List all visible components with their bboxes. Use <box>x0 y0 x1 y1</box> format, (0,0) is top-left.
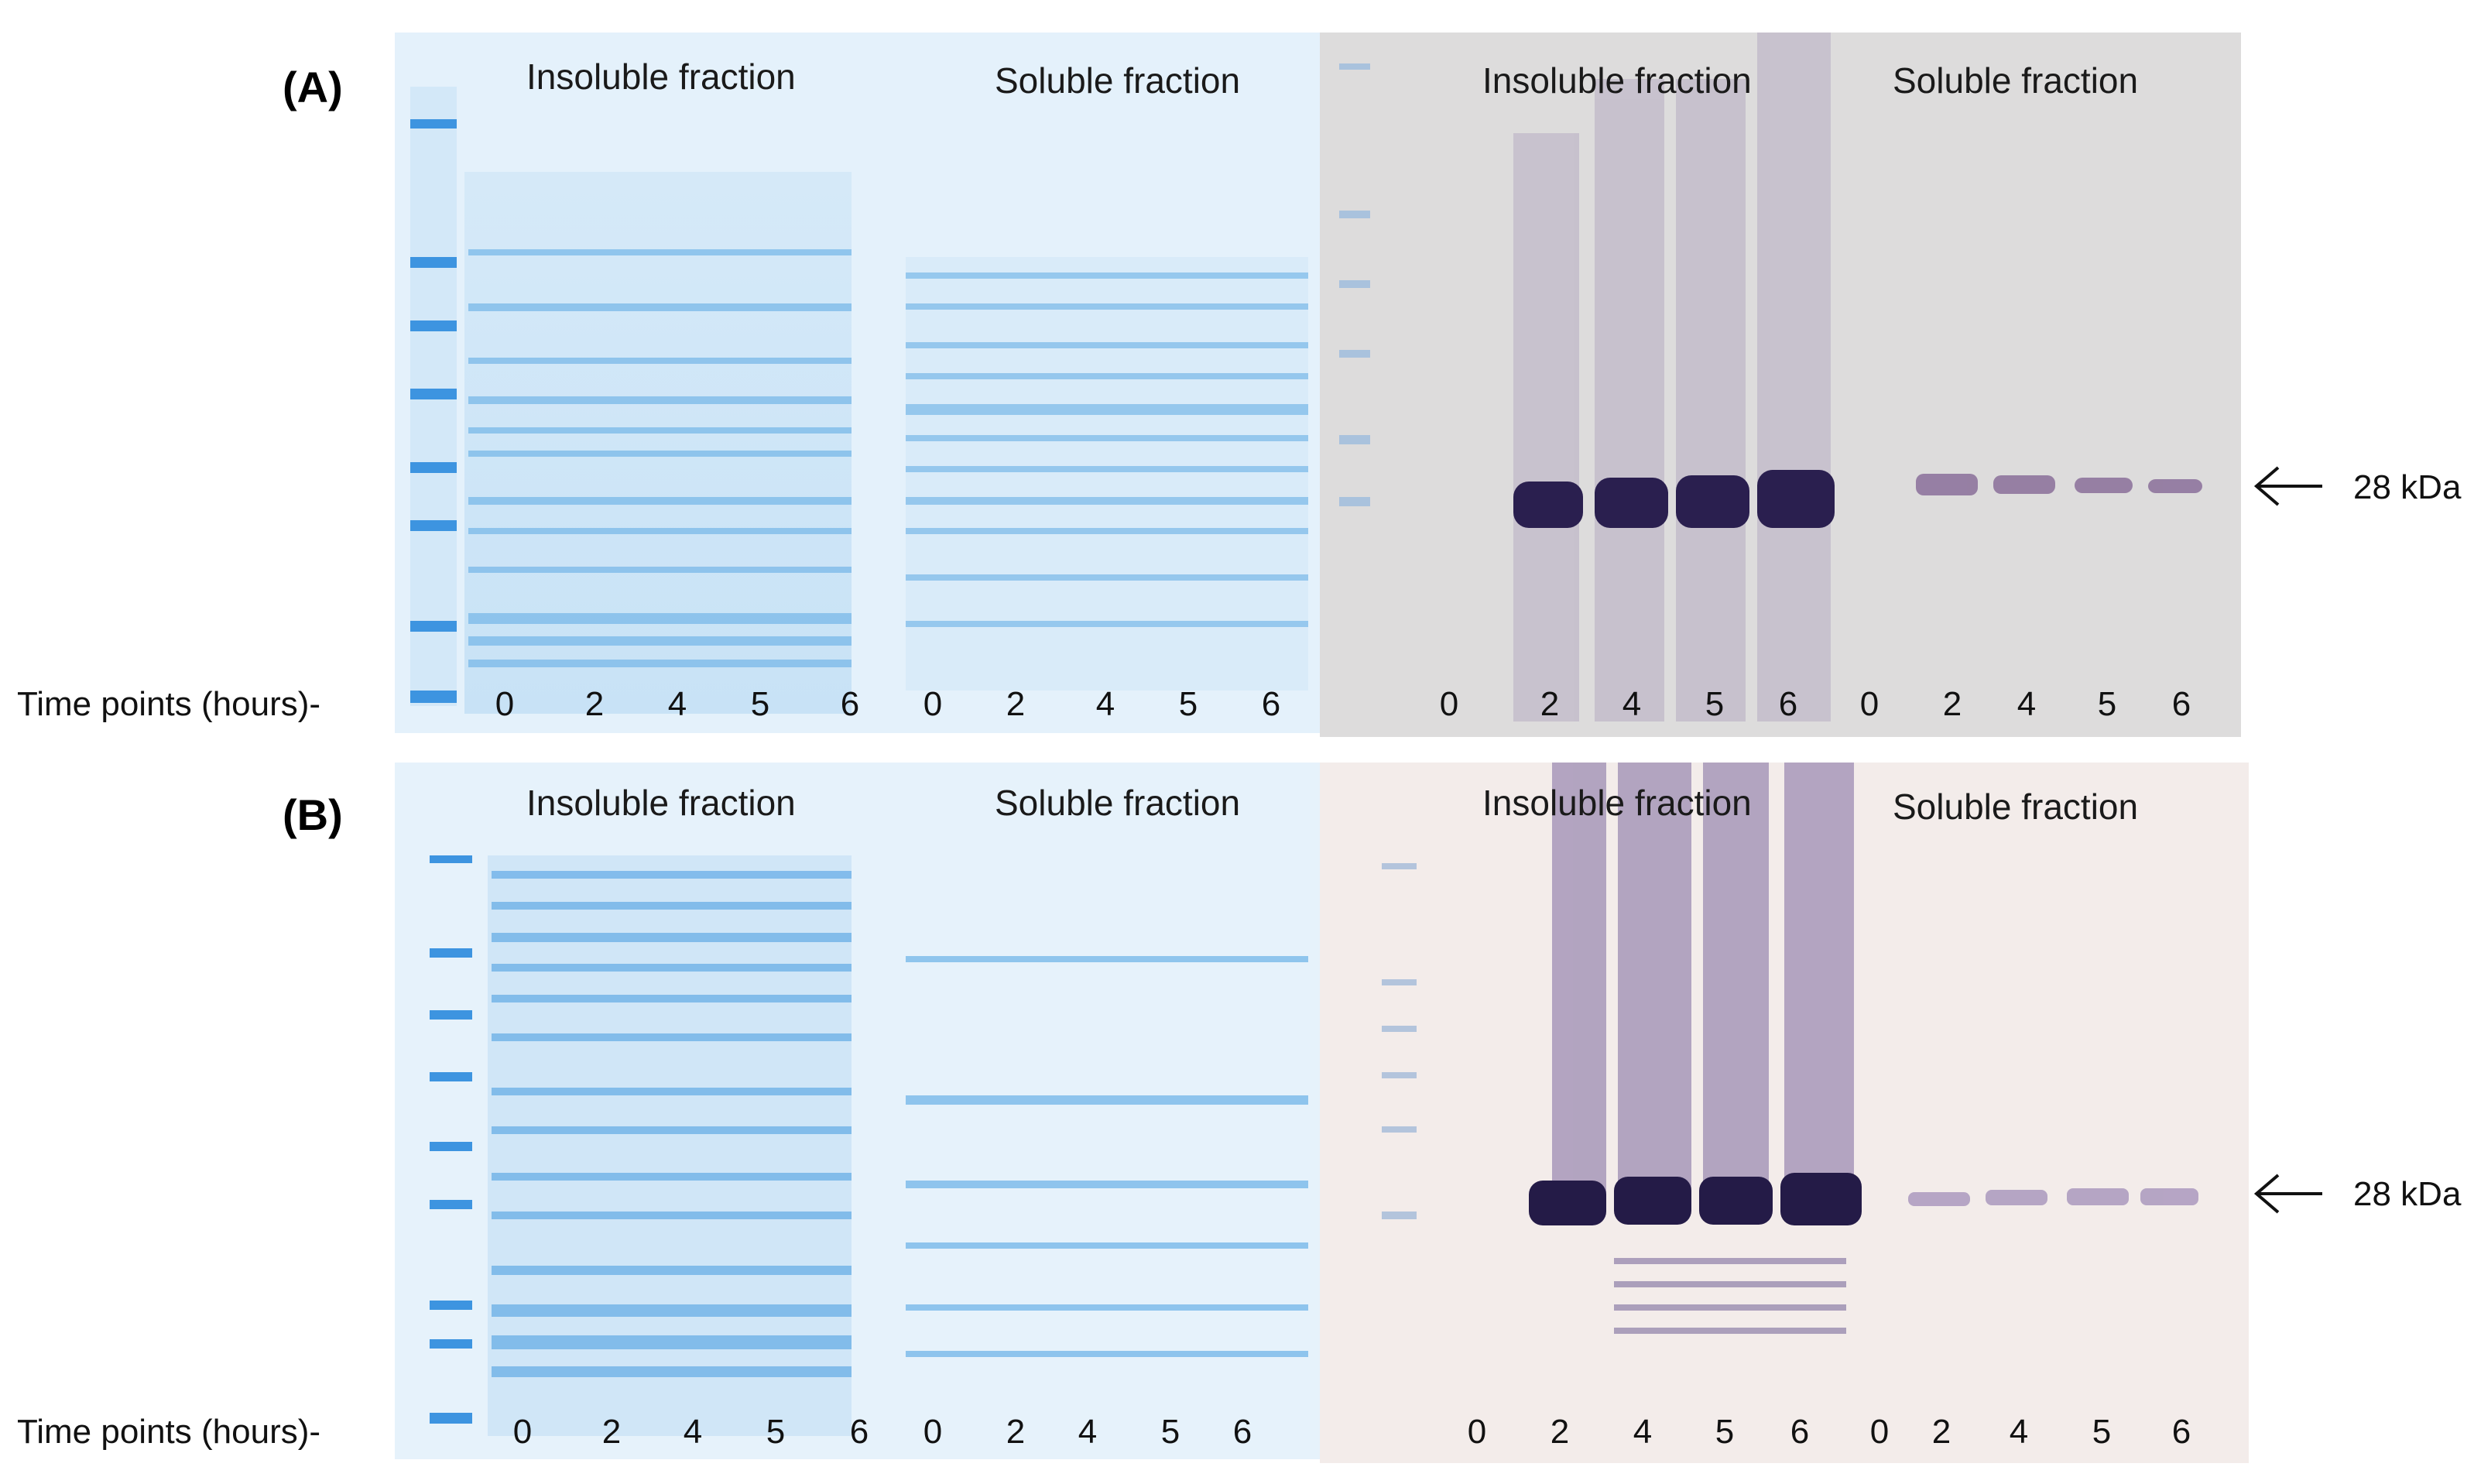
panel-b-western-soluble-label: Soluble fraction <box>1893 787 2139 827</box>
panel-b-coomassie-lane: 5 <box>766 1413 786 1451</box>
panel-a-western-image <box>1339 33 2202 721</box>
panel-b-coomassie-insoluble-label: Insoluble fraction <box>526 783 796 823</box>
panel-a-western-lane: 6 <box>1778 685 1798 723</box>
panel-b-time-axis-label: Time points (hours)- <box>17 1413 321 1451</box>
panel-a-western-insoluble-label: Insoluble fraction <box>1482 60 1752 101</box>
panel-a-western-lane: 0 <box>1859 685 1879 723</box>
panel-a-coomassie-lane: 6 <box>1261 685 1281 723</box>
panel-b-western-lane: 6 <box>1790 1413 1810 1451</box>
panel-b-western-lane: 6 <box>2171 1413 2191 1451</box>
panel-b-western-blot: Insoluble fraction Soluble fraction <box>1320 763 2249 1463</box>
panel-a-western-lane: 5 <box>2097 685 2117 723</box>
panel-a-western-lane: 4 <box>1622 685 1642 723</box>
panel-b-coomassie-lane: 6 <box>1232 1413 1252 1451</box>
panel-b-coomassie-lane: 4 <box>683 1413 703 1451</box>
panel-a-coomassie-lane: 5 <box>750 685 770 723</box>
panel-b-coomassie-image <box>430 855 1308 1436</box>
panel-a-label: (A) <box>283 63 343 111</box>
panel-a-western-soluble-label: Soluble fraction <box>1893 60 2139 101</box>
panel-b-coomassie-soluble-label: Soluble fraction <box>995 783 1241 823</box>
panel-a-28kda-label: 28 kDa <box>2353 468 2462 506</box>
panel-a-coomassie-lane: 2 <box>1006 685 1026 723</box>
panel-b-western-lane: 5 <box>2092 1413 2112 1451</box>
panel-b-western-lane: 0 <box>1467 1413 1487 1451</box>
panel-b-coomassie-lane: 2 <box>1006 1413 1026 1451</box>
panel-b-28kda-arrow-icon <box>2253 1174 2322 1214</box>
panel-a-western-lane: 0 <box>1439 685 1459 723</box>
panel-b-label: (B) <box>283 790 343 839</box>
panel-a-coomassie-insoluble-label: Insoluble fraction <box>526 57 796 97</box>
panel-a-western-lane: 4 <box>2017 685 2037 723</box>
panel-a-coomassie-lane: 5 <box>1178 685 1198 723</box>
panel-a-28kda-arrow-icon <box>2253 466 2322 506</box>
panel-b-coomassie-gel: Insoluble fraction Soluble fraction <box>395 763 1320 1459</box>
panel-b-coomassie-lane: 2 <box>601 1413 622 1451</box>
panel-a-coomassie-lane: 0 <box>923 685 943 723</box>
panel-b-western-lane: 2 <box>1931 1413 1951 1451</box>
panel-a-time-axis-label: Time points (hours)- <box>17 685 321 723</box>
panel-b-28kda-label: 28 kDa <box>2353 1175 2462 1213</box>
panel-a-western-lane: 2 <box>1942 685 1962 723</box>
panel-b-western-insoluble-label: Insoluble fraction <box>1482 783 1752 823</box>
panel-a-coomassie-soluble-label: Soluble fraction <box>995 60 1241 101</box>
panel-b-western-lane: 4 <box>1633 1413 1653 1451</box>
panel-a-coomassie-lane: 4 <box>1095 685 1115 723</box>
panel-a-western-blot: Insoluble fraction Soluble fraction <box>1320 33 2241 737</box>
panel-b-coomassie-lane: 0 <box>923 1413 943 1451</box>
panel-a-western-lane: 6 <box>2171 685 2191 723</box>
panel-b-coomassie-lane: 5 <box>1160 1413 1180 1451</box>
panel-a-western-lane: 2 <box>1540 685 1560 723</box>
panel-a-coomassie-lane: 6 <box>840 685 860 723</box>
panel-b-western-lane: 5 <box>1715 1413 1735 1451</box>
panel-b-western-lane: 4 <box>2009 1413 2029 1451</box>
panel-b-coomassie-lane: 4 <box>1078 1413 1098 1451</box>
panel-a-coomassie-lane: 2 <box>584 685 605 723</box>
panel-a-coomassie-image <box>410 87 1308 714</box>
panel-a-coomassie-lane: 0 <box>495 685 515 723</box>
panel-b-western-lane: 0 <box>1869 1413 1890 1451</box>
panel-b-western-lane: 2 <box>1550 1413 1570 1451</box>
panel-b-western-image <box>1382 763 2198 1334</box>
panel-b-coomassie-lane: 6 <box>849 1413 869 1451</box>
panel-b-coomassie-lane: 0 <box>512 1413 533 1451</box>
panel-a-western-lane: 5 <box>1705 685 1725 723</box>
panel-a-coomassie-gel: Insoluble fraction Soluble fraction <box>395 33 1320 733</box>
panel-a-coomassie-lane: 4 <box>667 685 687 723</box>
